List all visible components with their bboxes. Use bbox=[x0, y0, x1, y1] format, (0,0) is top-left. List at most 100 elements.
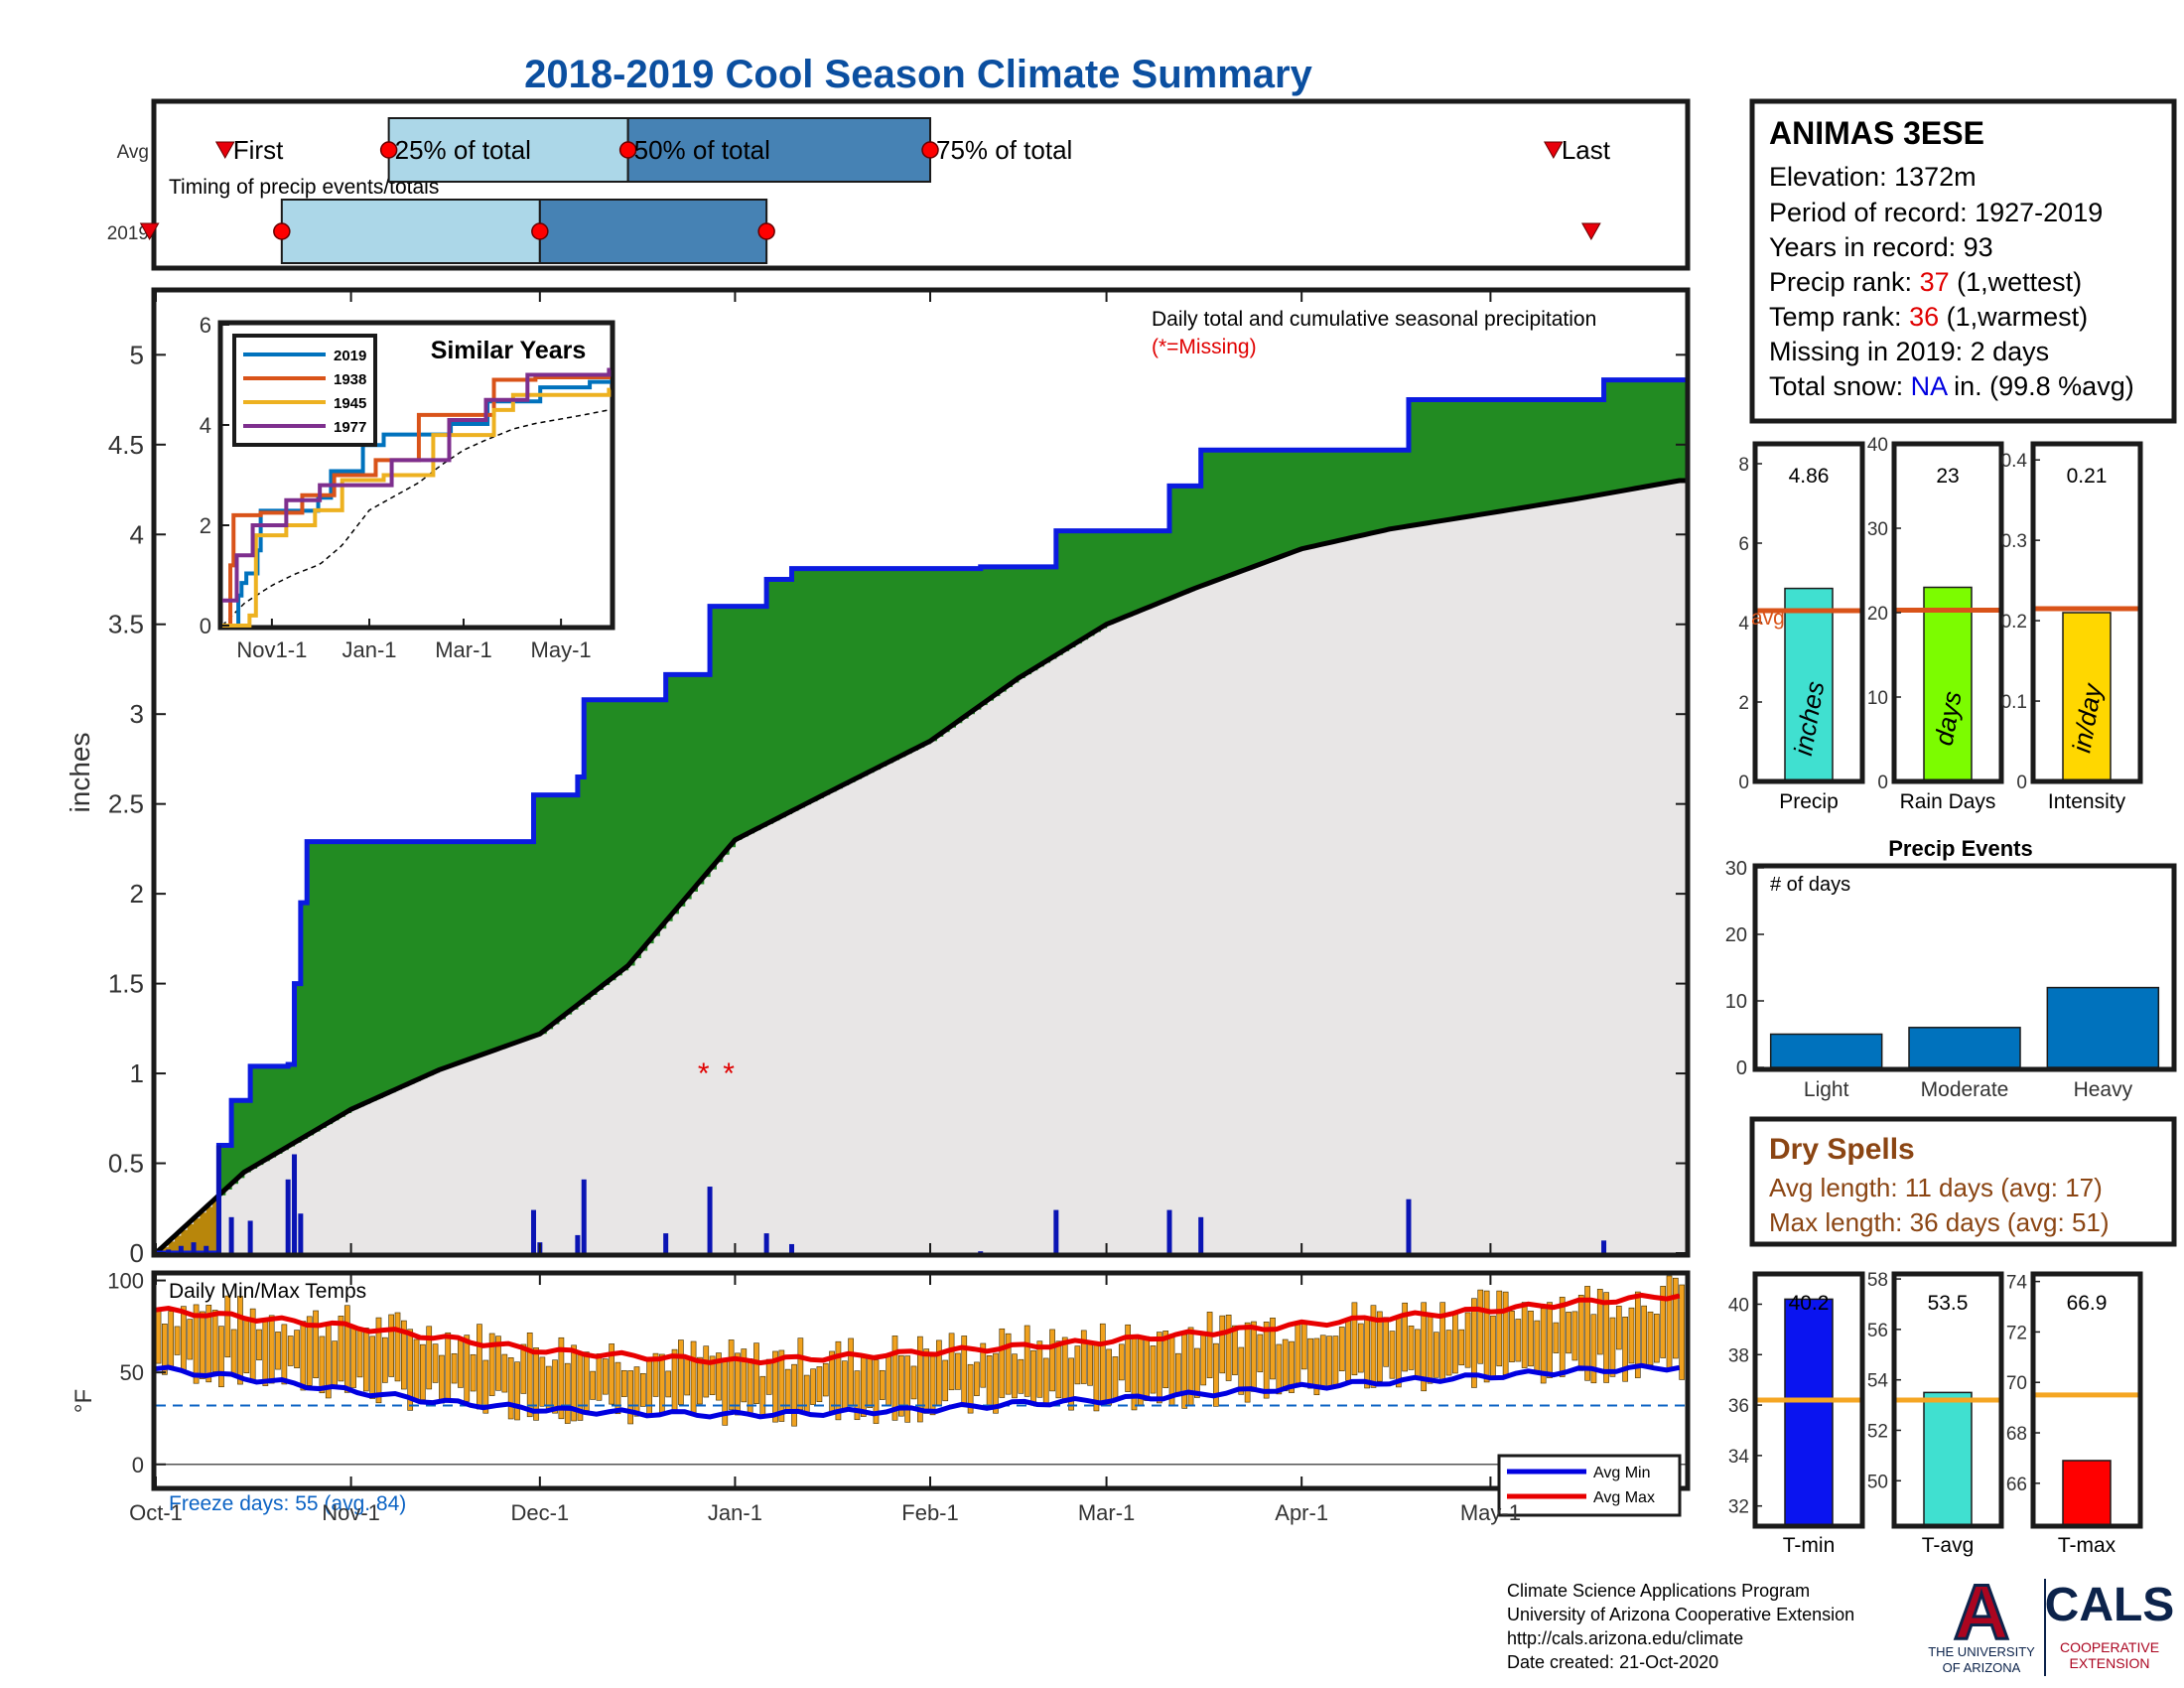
precip-chart: 0 0.5 1 1.5 2 2.5 3 3.5 4 4.5 5 inches Daily total… bbox=[65, 287, 1691, 1268]
svg-text:Temp rank: 36 (1,warmest): Temp rank: 36 (1,warmest) bbox=[1769, 302, 2088, 332]
dry-spells-max: Max length: 36 days (avg: 51) bbox=[1769, 1207, 2110, 1237]
daily-temp-bar bbox=[1055, 1340, 1062, 1399]
timing-percentile-dot bbox=[273, 222, 291, 240]
station-info-box: ANIMAS 3ESE Elevation: 1372m Period of r… bbox=[1749, 98, 2177, 424]
daily-temp-bar bbox=[980, 1342, 987, 1388]
daily-temp-bar bbox=[181, 1306, 187, 1372]
daily-temp-bar bbox=[1370, 1305, 1377, 1388]
footer-line-4: Date created: 21-Oct-2020 bbox=[1507, 1652, 1718, 1672]
station-years: 93 bbox=[1964, 232, 1993, 262]
daily-precip-bar bbox=[1601, 1240, 1607, 1253]
daily-temp-bar bbox=[482, 1359, 489, 1414]
avg-cumulative-area bbox=[156, 480, 1686, 1253]
daily-precip-bar bbox=[1166, 1209, 1172, 1253]
daily-temp-bar bbox=[1383, 1317, 1389, 1367]
timing-percentile-dot bbox=[531, 222, 549, 240]
temp-chart-title: Daily Min/Max Temps bbox=[169, 1280, 366, 1303]
daily-temp-bar bbox=[281, 1324, 288, 1385]
daily-temp-bar bbox=[716, 1352, 722, 1401]
daily-temp-bar bbox=[1289, 1340, 1295, 1393]
daily-precip-bar bbox=[1053, 1209, 1059, 1253]
daily-temp-bar bbox=[1590, 1314, 1597, 1384]
daily-temp-bar bbox=[1162, 1331, 1169, 1388]
station-elev: 1372m bbox=[1894, 162, 1977, 192]
summary-tick-label: 0 bbox=[1738, 773, 1749, 793]
daily-temp-bar bbox=[590, 1370, 596, 1400]
daily-temp-bar bbox=[539, 1356, 546, 1407]
daily-temp-bar bbox=[955, 1352, 961, 1390]
daily-temp-bar bbox=[381, 1336, 388, 1383]
daily-temp-bar bbox=[287, 1336, 294, 1366]
summary-label: Intensity bbox=[2048, 790, 2126, 813]
page-title: 2018-2019 Cool Season Climate Summary bbox=[524, 53, 1312, 96]
daily-temp-bar bbox=[1389, 1331, 1396, 1379]
daily-temp-bar bbox=[451, 1352, 458, 1384]
daily-temp-bar bbox=[1194, 1347, 1200, 1398]
daily-temp-bar bbox=[904, 1355, 911, 1423]
daily-temp-bar bbox=[571, 1344, 577, 1422]
precip-y-tick-label: 4 bbox=[130, 519, 144, 549]
svg-text:Missing in 2019: 2 days: Missing in 2019: 2 days bbox=[1769, 337, 2049, 366]
daily-precip-bar bbox=[215, 1145, 221, 1253]
daily-temp-bar bbox=[728, 1339, 735, 1410]
precip-y-tick-label: 0.5 bbox=[108, 1149, 144, 1179]
similar-legend-label: 1938 bbox=[334, 371, 366, 388]
daily-temp-bar bbox=[772, 1350, 778, 1423]
svg-text:Years in record: 93: Years in record: 93 bbox=[1769, 232, 1993, 262]
daily-precip-bar bbox=[788, 1243, 794, 1253]
timing-first-last-marker bbox=[1581, 222, 1601, 241]
daily-temp-bar bbox=[1622, 1317, 1628, 1382]
events-tick-label: 20 bbox=[1725, 924, 1747, 946]
temp-y-tick-label: 50 bbox=[120, 1360, 144, 1385]
station-por-label: Period of record: bbox=[1769, 198, 1975, 227]
svg-text:Elevation: 1372m: Elevation: 1372m bbox=[1769, 162, 1977, 192]
daily-temp-bar bbox=[1099, 1323, 1106, 1403]
daily-temp-bar bbox=[1018, 1358, 1024, 1394]
daily-temp-bar bbox=[1559, 1297, 1566, 1377]
daily-temp-bar bbox=[993, 1352, 999, 1414]
daily-temp-bar bbox=[697, 1356, 703, 1405]
daily-temp-bar bbox=[1181, 1334, 1188, 1409]
daily-temp-bar bbox=[1628, 1307, 1635, 1364]
temp-label: T-min bbox=[1783, 1534, 1836, 1557]
daily-temp-bar bbox=[1150, 1345, 1157, 1394]
daily-temp-bar bbox=[294, 1330, 300, 1368]
summary-value: 0.21 bbox=[2067, 465, 2108, 488]
daily-temp-bar bbox=[564, 1362, 571, 1424]
temp-bar-tick-label: 58 bbox=[1867, 1270, 1888, 1291]
daily-temp-bar bbox=[640, 1372, 646, 1407]
daily-temp-bar bbox=[1653, 1314, 1660, 1363]
daily-temp-bar bbox=[659, 1353, 665, 1414]
timing-percentile-dot bbox=[921, 141, 939, 159]
daily-temp-bar bbox=[501, 1353, 508, 1393]
daily-temp-bar bbox=[300, 1321, 307, 1391]
daily-temp-bar bbox=[1553, 1322, 1560, 1353]
summary-tick-label: 40 bbox=[1867, 435, 1888, 456]
temp-value: 66.9 bbox=[2067, 1292, 2108, 1315]
daily-temp-bar bbox=[1074, 1345, 1081, 1385]
summary-tick-label: 4 bbox=[1738, 614, 1749, 634]
summary-bar-intensity bbox=[2062, 612, 2112, 782]
daily-temp-bar bbox=[1080, 1330, 1087, 1384]
daily-temp-bar bbox=[759, 1375, 766, 1416]
events-tick-label: 0 bbox=[1736, 1057, 1747, 1079]
daily-precip-bar bbox=[530, 1209, 536, 1253]
daily-precip-bar bbox=[978, 1251, 984, 1253]
daily-temp-bar bbox=[488, 1333, 495, 1396]
daily-temp-bar bbox=[439, 1354, 445, 1404]
daily-temp-bar bbox=[1005, 1333, 1012, 1395]
daily-temp-bar bbox=[1528, 1310, 1534, 1367]
daily-temp-bar bbox=[1295, 1323, 1301, 1384]
daily-temp-bar bbox=[835, 1340, 842, 1421]
total-snow: NA bbox=[1911, 371, 1948, 401]
daily-temp-bar bbox=[741, 1348, 748, 1403]
daily-temp-bar bbox=[1112, 1356, 1119, 1402]
similar-series-1938-line bbox=[222, 375, 611, 628]
temp-label: T-max bbox=[2058, 1534, 2116, 1557]
daily-temp-bar bbox=[936, 1339, 942, 1407]
events-bar-heavy bbox=[2046, 986, 2160, 1068]
footer-line-2: University of Arizona Cooperative Extens… bbox=[1507, 1605, 1854, 1624]
daily-temp-bar bbox=[1276, 1343, 1283, 1395]
temp-frame bbox=[1891, 1271, 2004, 1529]
daily-temp-bar bbox=[923, 1348, 930, 1414]
